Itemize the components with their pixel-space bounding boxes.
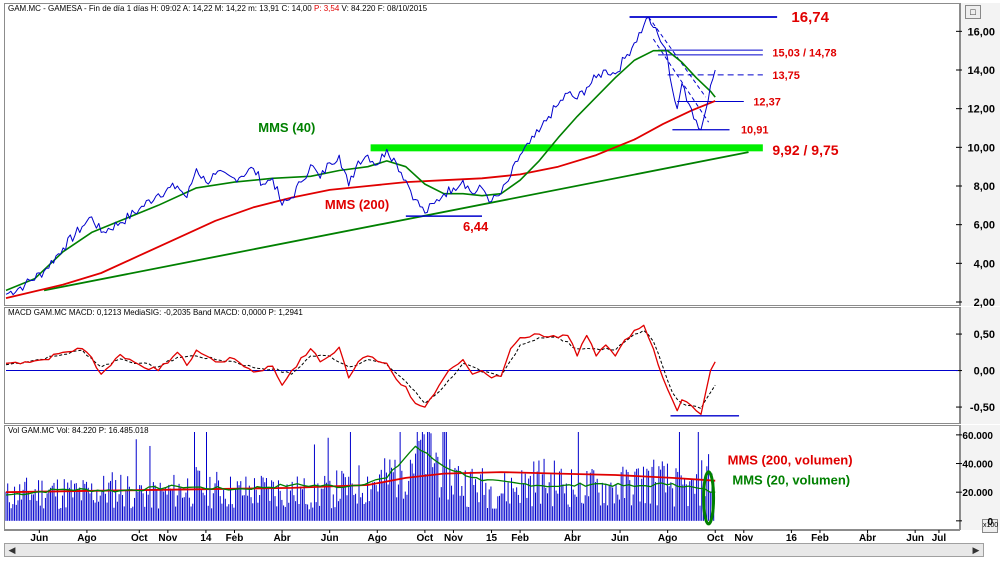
price-y-axis[interactable] (960, 3, 1000, 306)
maximize-icon[interactable]: □ (965, 5, 981, 19)
volume-header: Vol GAM.MC Vol: 84.220 P: 16.485.018 (8, 426, 149, 435)
price-header: GAM.MC - GAMESA - Fin de día 1 días H: 0… (8, 4, 427, 13)
horizontal-scrollbar[interactable]: ◀ ▶ (4, 543, 984, 557)
price-change-text: P: 3,54 (313, 4, 340, 13)
macd-panel[interactable] (4, 307, 960, 424)
macd-y-axis[interactable] (960, 307, 1000, 424)
volume-panel[interactable] (4, 425, 960, 530)
price-header-text: GAM.MC - GAMESA - Fin de día 1 días H: 0… (8, 4, 312, 13)
price-panel[interactable] (4, 3, 960, 306)
macd-header: MACD GAM.MC MACD: 0,1213 MediaSIG: -0,20… (8, 308, 303, 317)
scroll-left-icon[interactable]: ◀ (8, 545, 16, 555)
volume-y-axis[interactable] (960, 425, 1000, 530)
x-axis (4, 530, 960, 544)
volume-scale-button[interactable]: x100 (982, 519, 998, 533)
price-volume-text: V: 84.220 F: 08/10/2015 (341, 4, 428, 13)
scroll-right-icon[interactable]: ▶ (972, 545, 980, 555)
